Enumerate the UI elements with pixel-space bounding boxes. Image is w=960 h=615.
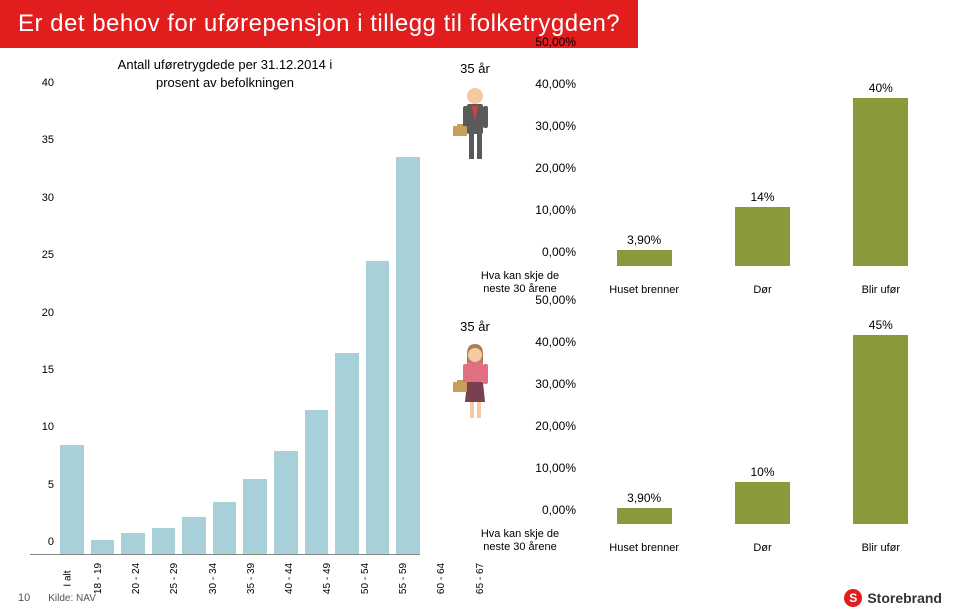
y-tick: 25 [42,249,54,261]
y-tick: 10,00% [535,461,576,475]
y-tick: 35 [42,134,54,146]
y-tick: 0,00% [542,245,576,259]
bar [396,157,420,554]
risk-chart-female: 35 år 0,00%10,00%20,00%30,00%40,00%50,00… [430,314,940,554]
left-chart-title: Antall uføretrygdede per 31.12.2014 i pr… [30,56,420,91]
bar-wrap: 14% [709,190,816,266]
bar-wrap: 45% [828,318,935,524]
age-label-female: 35 år [460,319,490,334]
bar [274,451,298,555]
y-tick: 10 [42,421,54,433]
bar [243,479,267,554]
y-tick: 50,00% [535,35,576,49]
y-tick: 40,00% [535,77,576,91]
storebrand-logo: S Storebrand [844,589,942,607]
bar-wrap: 3,90% [591,233,698,266]
y-tick: 20,00% [535,161,576,175]
bar [366,261,390,554]
y-tick: 5 [48,479,54,491]
source-label: Kilde: NAV [48,593,96,604]
bar [305,410,329,554]
y-tick: 30 [42,192,54,204]
bar [213,502,237,554]
x-label: Huset brenner [591,542,698,554]
y-tick: 20,00% [535,419,576,433]
bar-wrap: 3,90% [591,491,698,524]
briefcase-icon [453,126,467,136]
y-tick: 40 [42,77,54,89]
bar-value-label: 45% [869,318,893,332]
person-female-icon [453,344,498,434]
y-tick: 40,00% [535,335,576,349]
risk-chart-male: 35 år 0,00%10,00%20,00%30,00%40,00%50,00… [430,56,940,296]
bar [121,533,145,554]
y-tick: 20 [42,307,54,319]
bar-value-label: 10% [750,465,774,479]
y-tick: 10,00% [535,203,576,217]
x-label: I alt [63,571,74,587]
y-tick: 15 [42,364,54,376]
y-tick: 30,00% [535,119,576,133]
bar-value-label: 3,90% [627,491,661,505]
bar [335,353,359,554]
bar-value-label: 40% [869,81,893,95]
x-label: Huset brenner [591,284,698,296]
mini2-first-x-label: Hva kan skje de neste 30 årene [460,528,580,554]
y-tick: 50,00% [535,293,576,307]
briefcase-icon [453,382,467,392]
person-male-icon [453,86,498,176]
page-number: 10 [18,592,30,604]
y-tick: 30,00% [535,377,576,391]
bar-wrap: 40% [828,81,935,266]
x-label: Blir ufør [828,542,935,554]
bar-wrap: 10% [709,465,816,524]
bar-value-label: 14% [750,190,774,204]
y-tick: 0 [48,536,54,548]
x-label: Dør [709,284,816,296]
bar [91,540,115,554]
population-bar-chart: Antall uføretrygdede per 31.12.2014 i pr… [30,56,420,584]
bar [60,445,84,554]
x-label: Blir ufør [828,284,935,296]
bar-value-label: 3,90% [627,233,661,247]
logo-icon: S [844,589,862,607]
y-tick: 0,00% [542,503,576,517]
bar [182,517,206,554]
bar [152,528,176,554]
x-label: Dør [709,542,816,554]
age-label-male: 35 år [460,61,490,76]
